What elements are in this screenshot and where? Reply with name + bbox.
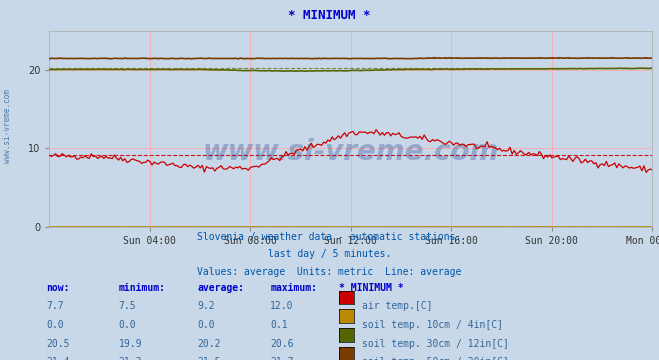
Text: 0.0: 0.0 bbox=[119, 320, 136, 330]
Text: 7.5: 7.5 bbox=[119, 301, 136, 311]
Text: Slovenia / weather data - automatic stations.: Slovenia / weather data - automatic stat… bbox=[197, 232, 462, 242]
Text: average:: average: bbox=[198, 283, 244, 293]
Text: * MINIMUM *: * MINIMUM * bbox=[339, 283, 404, 293]
Text: 20.5: 20.5 bbox=[46, 339, 70, 349]
Text: 7.7: 7.7 bbox=[46, 301, 64, 311]
Text: 19.9: 19.9 bbox=[119, 339, 142, 349]
Text: Values: average  Units: metric  Line: average: Values: average Units: metric Line: aver… bbox=[197, 267, 462, 277]
Text: minimum:: minimum: bbox=[119, 283, 165, 293]
Text: air temp.[C]: air temp.[C] bbox=[362, 301, 432, 311]
Text: 12.0: 12.0 bbox=[270, 301, 294, 311]
Text: 21.4: 21.4 bbox=[46, 357, 70, 360]
Text: 0.0: 0.0 bbox=[46, 320, 64, 330]
Text: 21.7: 21.7 bbox=[270, 357, 294, 360]
Text: www.si-vreme.com: www.si-vreme.com bbox=[203, 138, 499, 166]
Text: 21.5: 21.5 bbox=[198, 357, 221, 360]
Text: 21.3: 21.3 bbox=[119, 357, 142, 360]
Text: 9.2: 9.2 bbox=[198, 301, 215, 311]
Text: last day / 5 minutes.: last day / 5 minutes. bbox=[268, 249, 391, 260]
Text: now:: now: bbox=[46, 283, 70, 293]
Text: 0.1: 0.1 bbox=[270, 320, 288, 330]
Text: soil temp. 30cm / 12in[C]: soil temp. 30cm / 12in[C] bbox=[362, 339, 509, 349]
Text: soil temp. 10cm / 4in[C]: soil temp. 10cm / 4in[C] bbox=[362, 320, 503, 330]
Text: 20.2: 20.2 bbox=[198, 339, 221, 349]
Text: 20.6: 20.6 bbox=[270, 339, 294, 349]
Text: maximum:: maximum: bbox=[270, 283, 317, 293]
Text: www.si-vreme.com: www.si-vreme.com bbox=[3, 89, 13, 163]
Text: 0.0: 0.0 bbox=[198, 320, 215, 330]
Text: soil temp. 50cm / 20in[C]: soil temp. 50cm / 20in[C] bbox=[362, 357, 509, 360]
Text: * MINIMUM *: * MINIMUM * bbox=[288, 9, 371, 22]
